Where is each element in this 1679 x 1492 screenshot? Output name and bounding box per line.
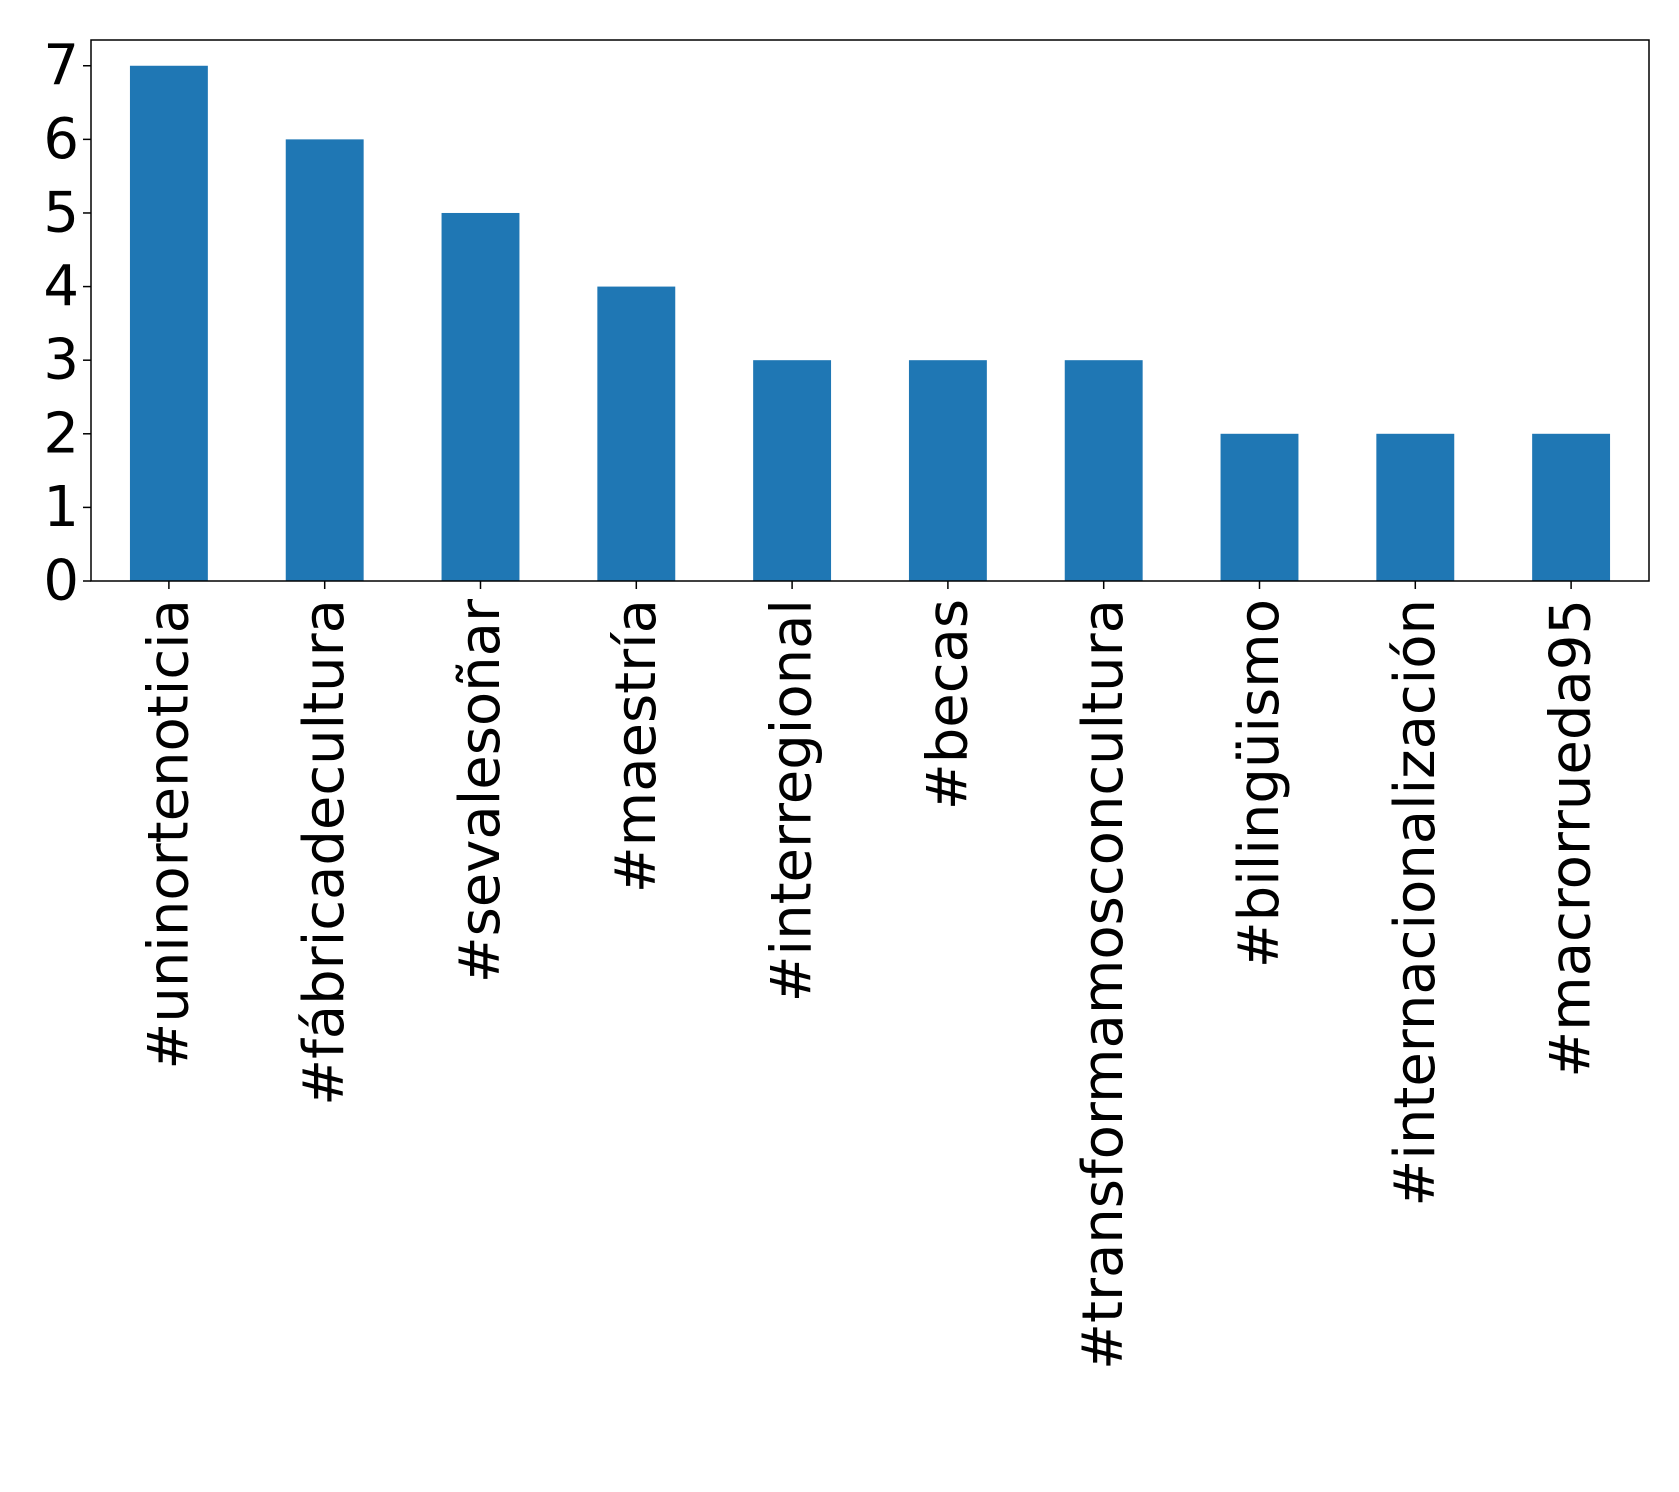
bar — [285, 139, 364, 581]
bar — [1064, 360, 1143, 581]
x-tick-label: #transformamosconcultura — [1071, 599, 1136, 1370]
x-tick-label: #fábricadecultura — [292, 599, 357, 1106]
bar — [908, 360, 987, 581]
x-tick-label: #sevalesoñar — [448, 598, 513, 983]
y-tick-label: 3 — [43, 328, 79, 393]
y-tick-label: 0 — [43, 549, 79, 614]
x-tick-label: #uninortenoticia — [136, 599, 201, 1070]
y-tick-label: 5 — [43, 180, 79, 245]
x-tick-label: #internacionalización — [1383, 599, 1448, 1207]
y-tick-label: 7 — [43, 33, 79, 98]
bar — [441, 212, 520, 582]
bar — [1532, 433, 1611, 581]
bar — [1220, 433, 1299, 581]
y-tick-label: 1 — [43, 475, 79, 540]
bar — [1376, 433, 1455, 581]
plot-frame — [90, 39, 1650, 582]
x-tick-label: #maestría — [604, 599, 669, 893]
y-tick-label: 4 — [43, 254, 79, 319]
bar — [129, 65, 208, 581]
y-tick-label: 2 — [43, 401, 79, 466]
y-tick-label: 6 — [43, 107, 79, 172]
x-tick-label: #macrorrueda95 — [1539, 599, 1604, 1078]
x-tick-label: #bilingüismo — [1227, 599, 1292, 968]
x-tick-label: #becas — [915, 599, 980, 810]
x-tick-label: #interregional — [760, 599, 825, 1002]
bar — [597, 286, 676, 581]
bar — [753, 360, 832, 581]
